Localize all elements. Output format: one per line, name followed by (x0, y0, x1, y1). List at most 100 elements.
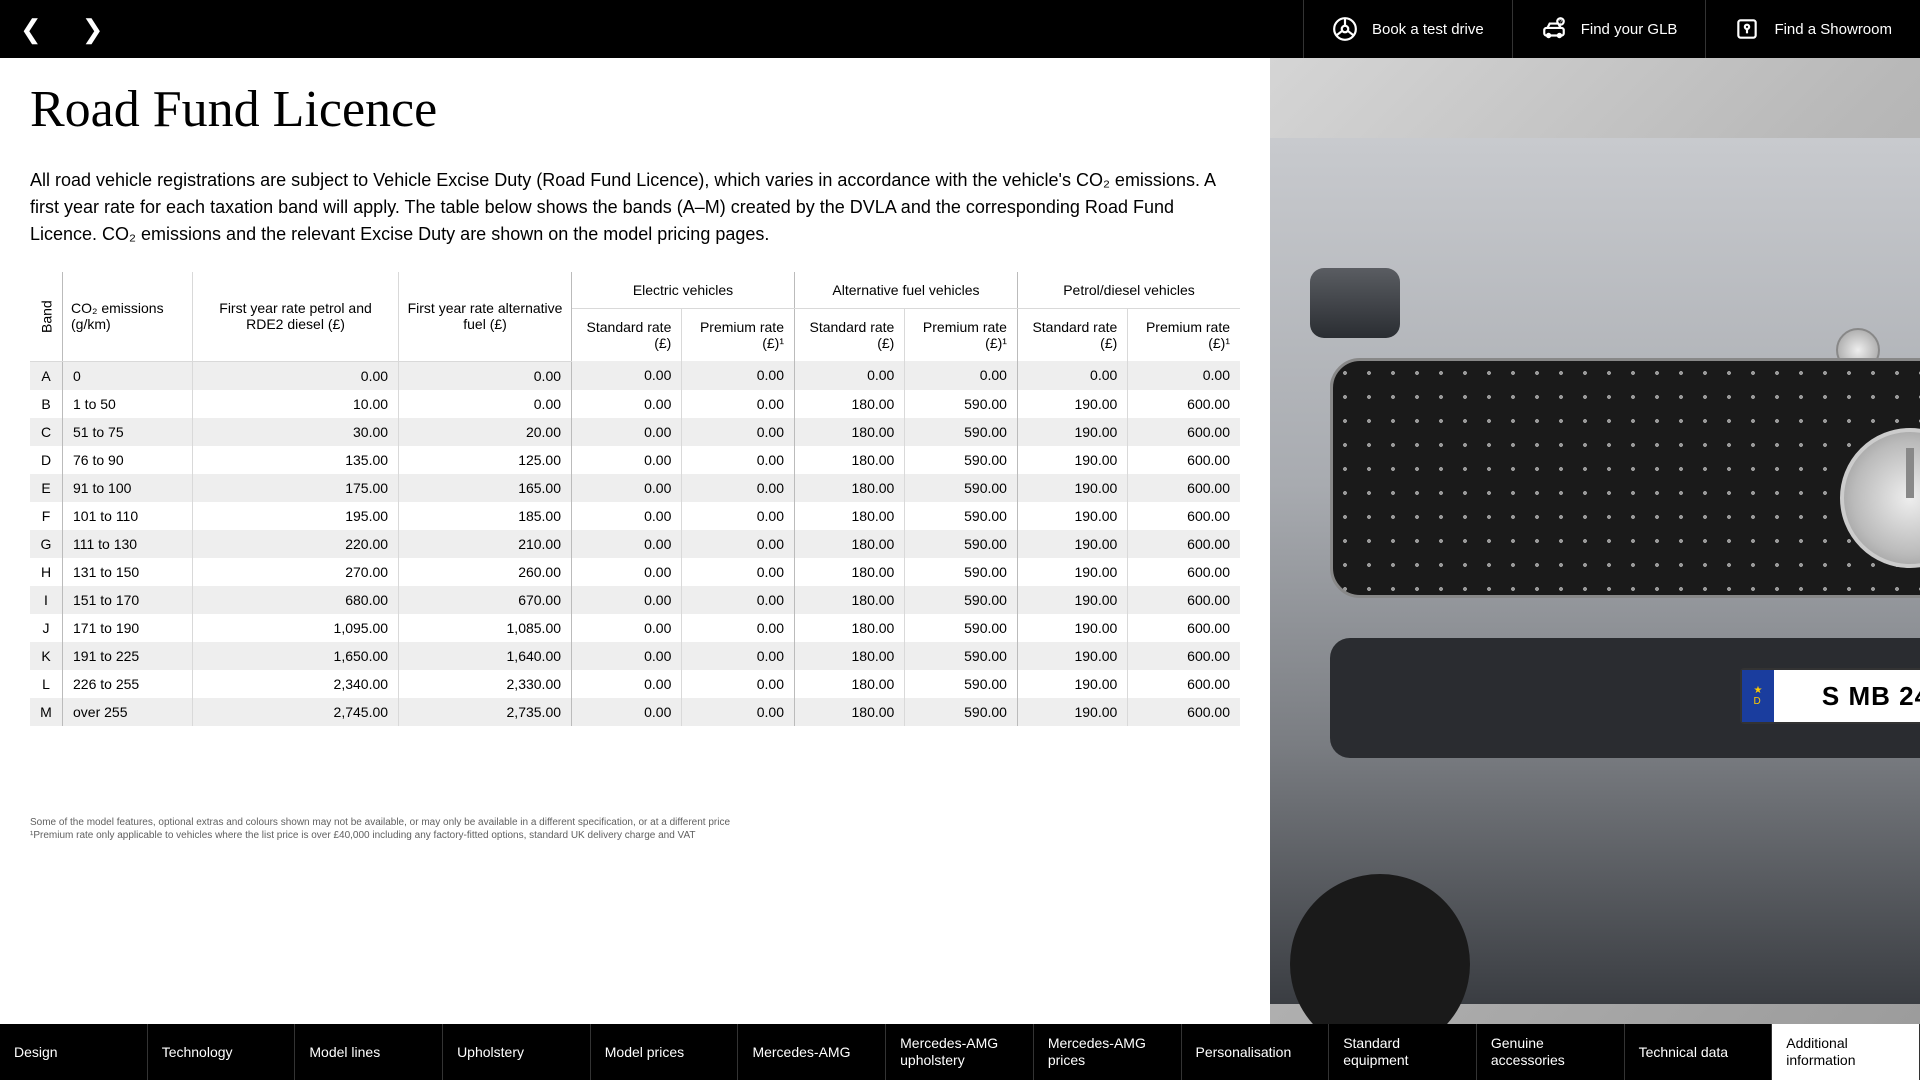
bottom-nav-item[interactable]: Model prices (591, 1024, 739, 1080)
data-cell: 0.00 (794, 361, 904, 390)
find-your-glb-button[interactable]: ? Find your GLB (1512, 0, 1706, 58)
data-cell: 0.00 (682, 446, 795, 474)
data-cell: 180.00 (794, 670, 904, 698)
data-cell: 1,095.00 (193, 614, 399, 642)
data-cell: 0.00 (682, 361, 795, 390)
steering-wheel-icon (1332, 16, 1358, 42)
data-cell: 600.00 (1128, 502, 1240, 530)
data-cell: 1 to 50 (63, 390, 193, 418)
bottom-nav-item[interactable]: Design (0, 1024, 148, 1080)
table-row: D76 to 90135.00125.000.000.00180.00590.0… (30, 446, 1240, 474)
bottom-nav-item[interactable]: Genuine accessories (1477, 1024, 1625, 1080)
car-mirror (1310, 268, 1400, 338)
table-row: Mover 2552,745.002,735.000.000.00180.005… (30, 698, 1240, 726)
data-cell: 590.00 (905, 502, 1018, 530)
table-row: K191 to 2251,650.001,640.000.000.00180.0… (30, 642, 1240, 670)
band-cell: I (30, 586, 63, 614)
col-header-first-year-alt: First year rate alternative fuel (£) (399, 272, 572, 361)
data-cell: 0.00 (572, 586, 682, 614)
data-cell: 151 to 170 (63, 586, 193, 614)
band-cell: B (30, 390, 63, 418)
data-cell: 190.00 (1017, 474, 1127, 502)
data-cell: 210.00 (399, 530, 572, 558)
license-plate: ★D S MB 24 (1740, 668, 1920, 724)
bottom-nav-item[interactable]: Mercedes-AMG upholstery (886, 1024, 1034, 1080)
data-cell: 600.00 (1128, 418, 1240, 446)
bottom-nav-item[interactable]: Personalisation (1182, 1024, 1330, 1080)
nav-next-icon[interactable]: ❯ (82, 14, 104, 45)
data-cell: 180.00 (794, 698, 904, 726)
data-cell: 191 to 225 (63, 642, 193, 670)
data-cell: 190.00 (1017, 586, 1127, 614)
band-header: Band (30, 272, 63, 361)
bottom-nav-item[interactable]: Model lines (295, 1024, 443, 1080)
bottom-nav-item[interactable]: Mercedes-AMG prices (1034, 1024, 1182, 1080)
data-cell: 0.00 (682, 474, 795, 502)
data-cell: 10.00 (193, 390, 399, 418)
data-cell: 180.00 (794, 418, 904, 446)
data-cell: 190.00 (1017, 614, 1127, 642)
data-cell: 600.00 (1128, 698, 1240, 726)
data-cell: 1,640.00 (399, 642, 572, 670)
data-cell: over 255 (63, 698, 193, 726)
find-showroom-label: Find a Showroom (1774, 21, 1892, 38)
data-cell: 0.00 (572, 530, 682, 558)
data-cell: 0.00 (682, 642, 795, 670)
bottom-nav-item[interactable]: Standard equipment (1329, 1024, 1477, 1080)
svg-text:?: ? (1559, 20, 1562, 26)
bottom-nav-item[interactable]: Technology (148, 1024, 296, 1080)
data-cell: 51 to 75 (63, 418, 193, 446)
data-cell: 600.00 (1128, 530, 1240, 558)
data-cell: 600.00 (1128, 642, 1240, 670)
table-row: F101 to 110195.00185.000.000.00180.00590… (30, 502, 1240, 530)
data-cell: 0.00 (572, 446, 682, 474)
top-actions: Book a test drive ? Find your GLB Find a… (1303, 0, 1920, 58)
data-cell: 0.00 (682, 530, 795, 558)
top-bar: ❮ ❯ Book a test drive ? Find your GLB Fi… (0, 0, 1920, 58)
data-cell: 226 to 255 (63, 670, 193, 698)
bottom-nav-item[interactable]: Mercedes-AMG (738, 1024, 886, 1080)
data-cell: 180.00 (794, 642, 904, 670)
data-cell: 180.00 (794, 502, 904, 530)
band-cell: J (30, 614, 63, 642)
data-cell: 0.00 (682, 418, 795, 446)
data-cell: 0.00 (682, 390, 795, 418)
data-cell: 670.00 (399, 586, 572, 614)
plate-eu-strip: ★D (1742, 670, 1774, 722)
bottom-nav-item[interactable]: Additional information (1772, 1024, 1920, 1080)
table-row: C51 to 7530.0020.000.000.00180.00590.001… (30, 418, 1240, 446)
data-cell: 180.00 (794, 446, 904, 474)
find-showroom-button[interactable]: Find a Showroom (1705, 0, 1920, 58)
data-cell: 2,330.00 (399, 670, 572, 698)
data-cell: 590.00 (905, 390, 1018, 418)
data-cell: 2,340.00 (193, 670, 399, 698)
data-cell: 590.00 (905, 586, 1018, 614)
location-icon (1734, 16, 1760, 42)
data-cell: 0.00 (682, 558, 795, 586)
data-cell: 0.00 (572, 614, 682, 642)
col-header: Standard rate (£) (1017, 309, 1127, 362)
book-test-drive-button[interactable]: Book a test drive (1303, 0, 1512, 58)
data-cell: 171 to 190 (63, 614, 193, 642)
car-search-icon: ? (1541, 16, 1567, 42)
data-cell: 1,650.00 (193, 642, 399, 670)
data-cell: 0.00 (399, 390, 572, 418)
data-cell: 590.00 (905, 446, 1018, 474)
find-your-glb-label: Find your GLB (1581, 21, 1678, 38)
data-cell: 0.00 (905, 361, 1018, 390)
data-cell: 0.00 (572, 418, 682, 446)
data-cell: 220.00 (193, 530, 399, 558)
table-row: A00.000.000.000.000.000.000.000.00 (30, 361, 1240, 390)
bottom-nav-item[interactable]: Upholstery (443, 1024, 591, 1080)
data-cell: 0.00 (682, 698, 795, 726)
bottom-nav-item[interactable]: Technical data (1625, 1024, 1773, 1080)
col-header: Premium rate (£)¹ (905, 309, 1018, 362)
col-header: Premium rate (£)¹ (1128, 309, 1240, 362)
nav-prev-icon[interactable]: ❮ (20, 14, 42, 45)
data-cell: 270.00 (193, 558, 399, 586)
car-grille (1330, 358, 1920, 598)
data-cell: 0 (63, 361, 193, 390)
book-test-drive-label: Book a test drive (1372, 21, 1484, 38)
data-cell: 135.00 (193, 446, 399, 474)
data-cell: 600.00 (1128, 586, 1240, 614)
